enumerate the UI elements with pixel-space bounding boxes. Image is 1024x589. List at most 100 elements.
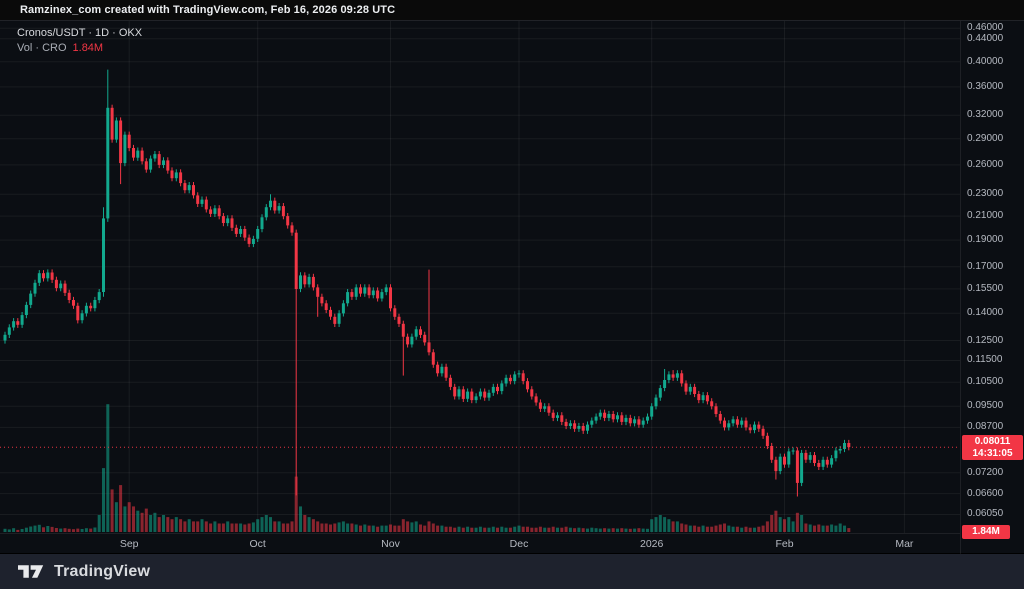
price-axis[interactable]: 0.08011 14:31:05 1.84M 0.46000 0.44000 0.4… [960,21,1024,554]
volume-bar [341,521,345,532]
volume-bar [487,527,491,532]
candle-body [663,380,667,388]
candle-body [538,402,542,409]
candle-body [294,232,298,289]
candle-body [157,154,161,165]
volume-bar [84,528,88,532]
candle-body [594,416,598,421]
candle-body [607,414,611,418]
candle-body [838,449,842,451]
candle-body [448,377,452,387]
volume-bar [162,515,165,532]
candle-body [427,342,431,353]
volume-bar [658,515,662,532]
volume-bar [384,525,388,532]
candle-body [162,160,165,165]
volume-bar [705,526,709,532]
volume-bar [80,529,84,532]
volume-bar [251,522,255,532]
volume-bar [204,521,208,532]
candle-body [624,417,628,422]
volume-bar [102,468,105,532]
time-axis-label: Dec [509,538,529,550]
candle-body [825,459,829,465]
candle-body [281,206,285,217]
candle-body [654,397,658,407]
legend-symbol-row[interactable]: Cronos/USDT · 1D · OKX [17,27,143,39]
price-tick-label: 0.14000 [967,307,1004,319]
candle-body [843,443,846,449]
volume-bar [260,517,264,532]
volume-bar [714,525,718,532]
volume-bar [269,517,272,532]
candle-body [603,412,607,418]
volume-bar [170,519,174,532]
candle-body [641,420,645,425]
candle-body [650,406,654,417]
candle-body [474,396,478,401]
tradingview-wordmark[interactable]: TradingView [54,562,151,580]
volume-bar [187,519,191,532]
volume-bar [311,519,315,532]
candle-body [496,386,499,392]
candle-body [256,229,260,239]
candle-body [847,443,851,448]
candle-body [564,421,568,426]
legend-volume-row[interactable]: Vol · CRO 1.84M [17,41,142,56]
candle-body [273,200,277,211]
volume-bar [67,528,71,532]
volume-bar [504,527,508,532]
candle-body [813,455,816,463]
candle-body [714,406,718,414]
candle-body [84,305,88,314]
volume-bar [641,528,645,532]
candle-body [770,446,774,460]
volume-bar [688,525,692,532]
candle-body [209,209,213,214]
candle-body [16,321,20,325]
volume-bar [136,510,140,532]
candle-body [671,374,675,378]
candle-body [761,428,765,436]
candle-body [24,304,28,315]
candle-body [800,452,804,483]
volume-bar [371,525,375,532]
candle-body [483,391,487,398]
volume-bar [633,528,637,532]
volume-bar [783,519,786,532]
volume-bar [427,521,431,532]
volume-bar [526,526,529,532]
candle-body [735,419,739,425]
volume-bar [740,527,744,532]
volume-bar [671,521,675,532]
volume-bar [367,525,371,532]
candle-body [367,287,371,296]
candle-body [410,336,414,345]
volume-bar [114,502,118,532]
volume-bar [543,527,547,532]
volume-bar [329,524,332,532]
volume-bar [663,517,667,532]
tradingview-logo-icon[interactable] [18,561,45,582]
candle-body [67,292,71,300]
candle-body [376,290,380,299]
volume-bar [24,527,28,532]
volume-bar [354,524,358,532]
candle-body [187,185,191,191]
candle-body [419,329,422,335]
candle-body [389,287,392,309]
volume-bar [397,525,401,532]
candle-body [102,218,105,292]
candle-body [311,276,315,288]
volume-bar [491,526,495,532]
price-chart-canvas[interactable] [0,21,960,533]
volume-bar [538,526,542,532]
candle-body [740,420,744,425]
time-axis[interactable]: Sep Oct Nov Dec 2026 Feb Mar [0,533,960,554]
candle-body [701,395,705,401]
attribution-bar: Ramzinex_com created with TradingView.co… [0,0,1024,20]
candle-body [153,154,157,159]
candle-body [705,395,709,402]
candle-body [106,107,110,219]
volume-bar [20,529,24,532]
